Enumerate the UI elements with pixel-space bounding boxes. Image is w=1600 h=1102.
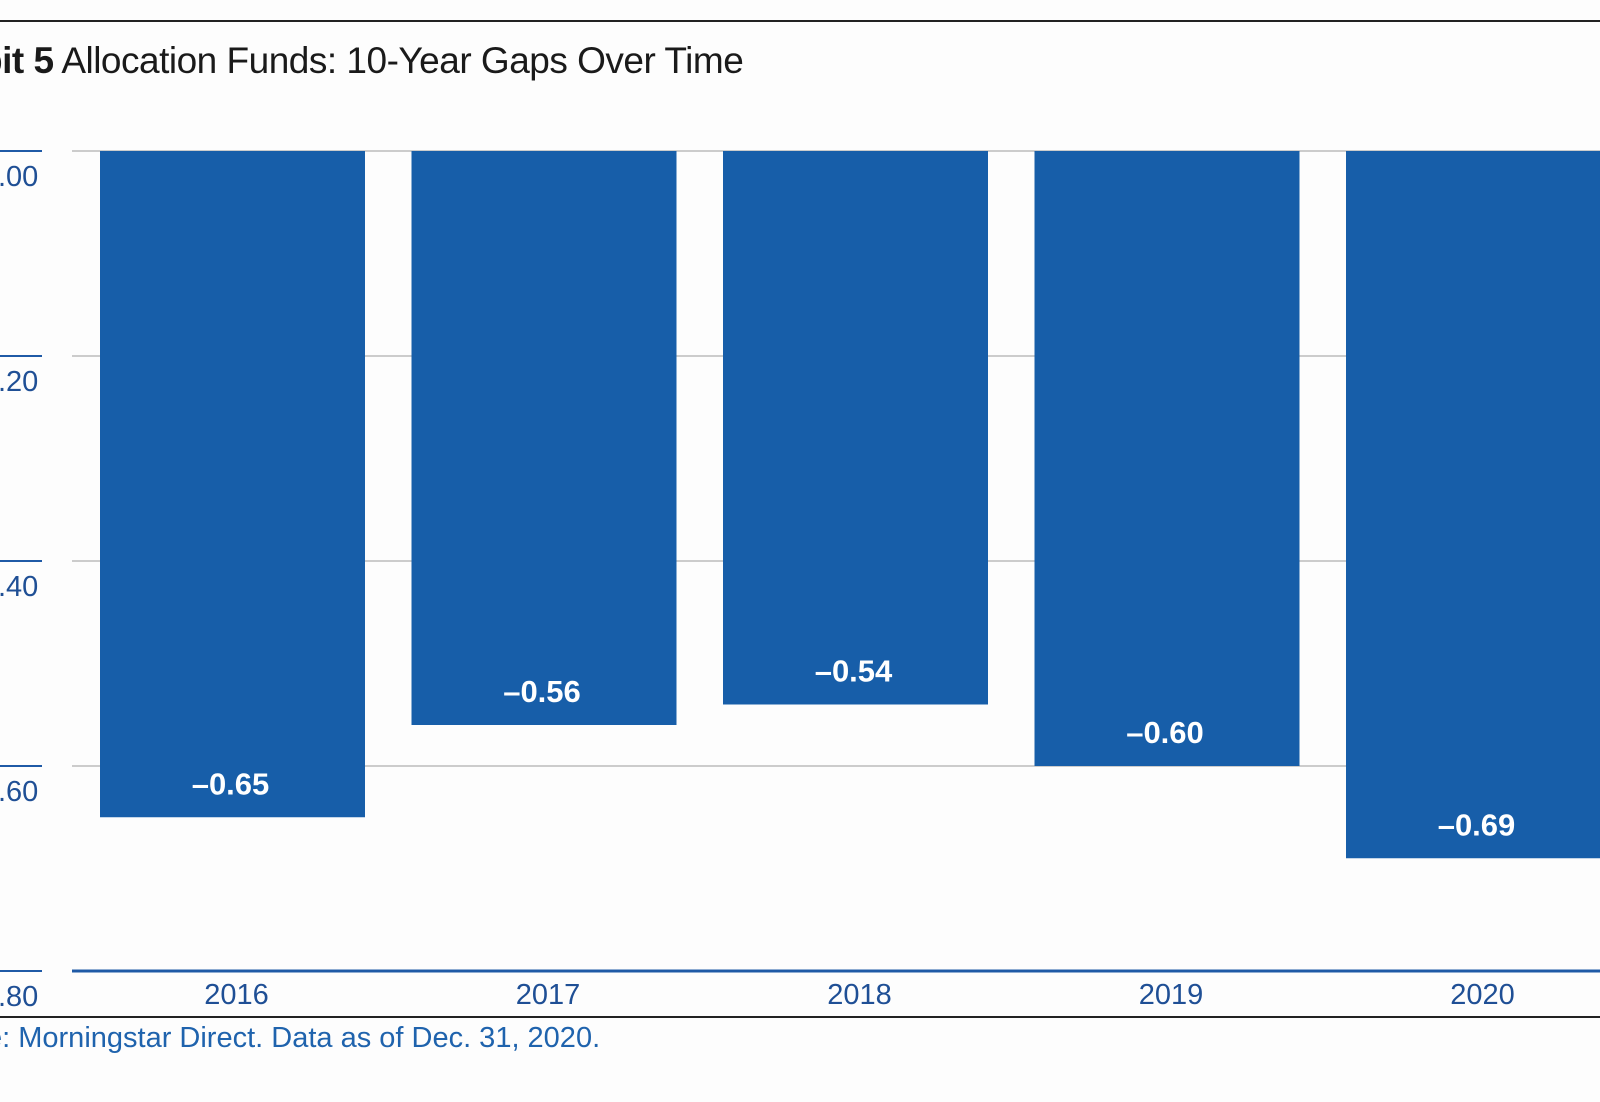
y-tick-label: .60 (0, 776, 38, 808)
x-tick-label: 2016 (204, 979, 269, 1011)
y-tick-label: .40 (0, 571, 38, 603)
bottom-rule (0, 1016, 1600, 1018)
bar (1034, 151, 1300, 766)
y-axis: .00 .20 .40 .60 .80 (0, 150, 42, 1013)
x-tick-label: 2019 (1139, 979, 1204, 1011)
bar-value-label: –0.54 (815, 654, 893, 689)
bar-value-label: –0.60 (1126, 715, 1204, 750)
chart-title: bit 5 Allocation Funds: 10-Year Gaps Ove… (0, 40, 744, 82)
bar-value-label: –0.65 (192, 766, 270, 801)
y-tick-label: .00 (0, 161, 38, 193)
bars (100, 151, 1600, 859)
bar (411, 151, 677, 725)
x-axis: 2016 2017 2018 2019 2020 (72, 969, 1600, 1011)
top-rule (0, 20, 1600, 22)
bar (723, 151, 988, 705)
source-note: e: Morningstar Direct. Data as of Dec. 3… (0, 1022, 601, 1054)
x-tick-label: 2017 (516, 979, 581, 1011)
bar-value-label: –0.69 (1438, 807, 1516, 842)
bar (100, 151, 365, 818)
y-tick-label: .80 (0, 981, 38, 1013)
bar-value-labels: –0.65 –0.56 –0.54 –0.60 –0.69 (192, 654, 1516, 843)
bar-value-label: –0.56 (503, 674, 581, 709)
y-tick-label: .20 (0, 366, 38, 398)
bar (1346, 151, 1600, 859)
exhibit-label: bit 5 (0, 40, 54, 81)
title-text: Allocation Funds: 10-Year Gaps Over Time (61, 40, 744, 81)
x-tick-label: 2018 (827, 979, 892, 1011)
x-tick-label: 2020 (1450, 979, 1515, 1011)
